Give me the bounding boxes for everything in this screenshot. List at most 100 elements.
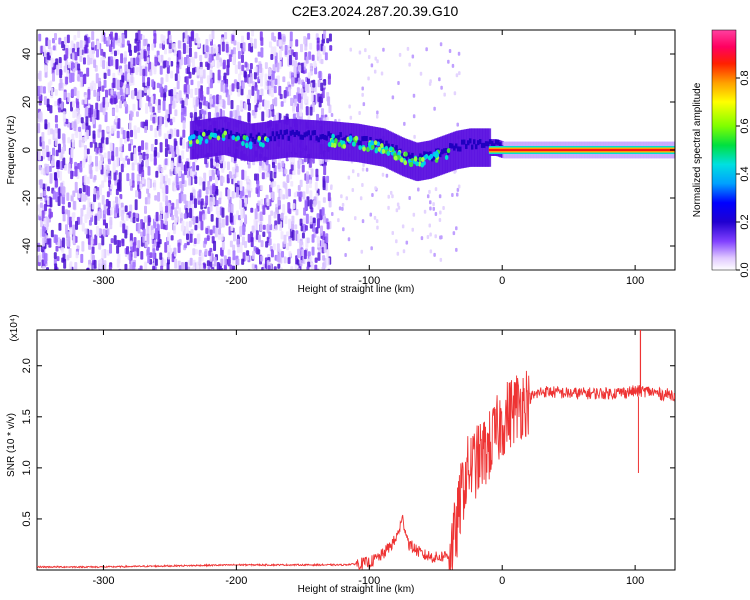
noise-cell	[361, 167, 365, 172]
noise-cell	[44, 123, 48, 130]
signal-halo	[229, 118, 233, 157]
noise-cell	[264, 62, 268, 69]
signal-hotspot	[393, 155, 398, 161]
signal-core	[459, 146, 462, 152]
noise-cell	[247, 233, 251, 243]
noise-cell	[160, 77, 164, 85]
noise-cell	[67, 209, 71, 217]
signal-core	[393, 147, 396, 153]
noise-cell	[106, 126, 110, 132]
noise-cell	[170, 235, 174, 241]
noise-cell	[70, 194, 74, 202]
noise-cell	[175, 173, 179, 184]
noise-cell	[163, 133, 167, 140]
noise-cell	[267, 265, 271, 270]
noise-cell	[290, 181, 294, 187]
x-tick-label: 100	[626, 575, 644, 587]
signal-halo	[247, 122, 251, 162]
signal-halo	[244, 122, 248, 161]
noise-cell	[64, 164, 68, 171]
noise-cell	[71, 62, 75, 69]
noise-cell	[170, 61, 174, 67]
noise-cell	[281, 160, 285, 168]
noise-cell	[63, 36, 67, 44]
noise-cell	[309, 42, 313, 50]
noise-cell	[268, 238, 272, 246]
noise-cell	[84, 44, 88, 54]
noise-cell	[458, 71, 461, 76]
noise-cell	[297, 268, 301, 270]
noise-cell	[38, 207, 42, 217]
noise-cell	[286, 243, 290, 251]
noise-cell	[297, 191, 301, 197]
signal-core	[333, 135, 336, 141]
noise-cell	[275, 203, 279, 215]
noise-cell	[190, 79, 194, 86]
noise-cell	[46, 151, 50, 158]
signal-core	[255, 134, 259, 140]
noise-cell	[50, 229, 54, 238]
noise-cell	[265, 241, 269, 248]
signal-core	[289, 130, 293, 136]
signal-core	[261, 135, 265, 141]
noise-cell	[265, 109, 269, 118]
signal-core	[295, 130, 299, 136]
noise-cell	[209, 201, 213, 212]
noise-cell	[46, 186, 50, 192]
noise-cell	[155, 228, 159, 240]
signal-core	[466, 140, 470, 146]
noise-cell	[174, 258, 178, 269]
noise-cell	[102, 96, 106, 108]
noise-cell	[304, 225, 308, 231]
noise-cell	[255, 187, 259, 194]
noise-cell	[228, 171, 232, 179]
noise-cell	[41, 226, 45, 237]
noise-cell	[193, 198, 197, 209]
signal-core	[301, 134, 305, 140]
signal-core	[431, 156, 434, 162]
noise-cell	[277, 196, 281, 206]
noise-cell	[119, 146, 123, 152]
noise-cell	[94, 215, 98, 225]
noise-cell	[48, 166, 52, 173]
noise-cell	[233, 40, 237, 46]
x-tick-label: 100	[626, 275, 644, 287]
noise-cell	[305, 184, 309, 194]
noise-cell	[199, 211, 203, 222]
signal-hotspot	[404, 151, 408, 157]
noise-cell	[420, 236, 424, 241]
noise-cell	[50, 128, 54, 135]
noise-cell	[63, 91, 67, 101]
noise-cell	[142, 68, 146, 76]
noise-cell	[232, 110, 236, 117]
noise-cell	[289, 31, 293, 42]
noise-cell	[47, 122, 51, 129]
noise-cell	[49, 211, 53, 218]
noise-cell	[227, 256, 231, 264]
signal-halo	[193, 120, 197, 160]
noise-cell	[177, 166, 181, 177]
signal-core	[417, 156, 420, 162]
noise-cell	[151, 43, 155, 51]
noise-cell	[251, 225, 255, 233]
noise-cell	[223, 264, 227, 270]
noise-cell	[78, 188, 82, 194]
spectrogram-x-label: Height of straight line (km)	[298, 284, 415, 295]
noise-cell	[42, 148, 46, 157]
noise-cell	[438, 218, 442, 223]
noise-cell	[260, 199, 264, 205]
noise-cell	[68, 263, 72, 270]
noise-cell	[257, 200, 261, 206]
noise-cell	[316, 37, 320, 43]
x-tick-label: -100	[358, 275, 380, 287]
noise-cell	[103, 219, 107, 226]
noise-cell	[413, 134, 416, 139]
noise-cell	[93, 175, 97, 181]
noise-cell	[60, 148, 64, 159]
signal-halo	[445, 134, 449, 174]
noise-cell	[209, 229, 213, 235]
noise-cell	[290, 97, 294, 107]
noise-cell	[133, 147, 137, 159]
noise-cell	[169, 145, 173, 152]
y-tick-label: -40	[21, 238, 33, 254]
